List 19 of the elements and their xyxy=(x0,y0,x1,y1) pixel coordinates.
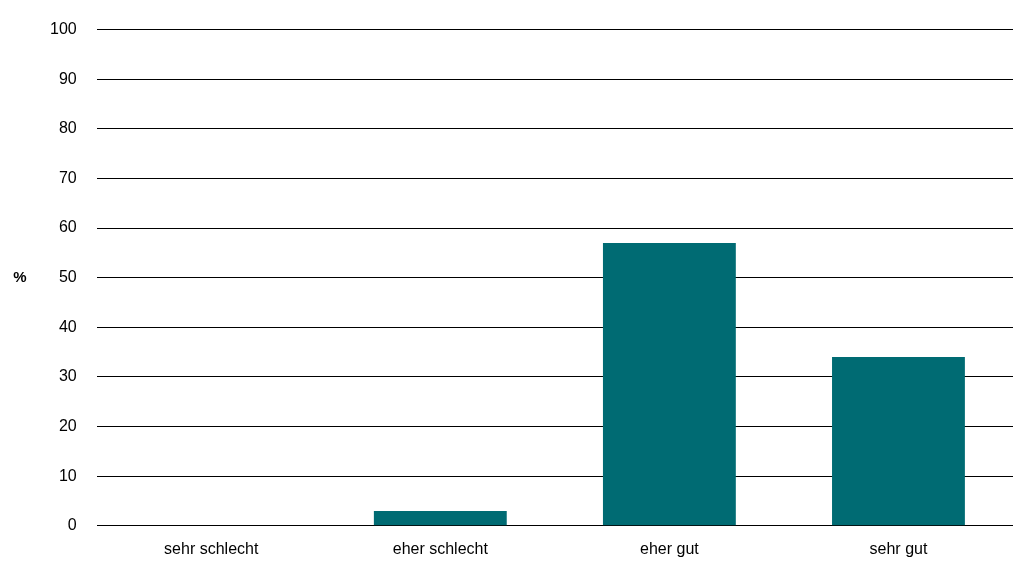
y-tick-label: 60 xyxy=(58,218,77,236)
x-tick-label: eher schlecht xyxy=(392,539,489,557)
y-tick-label: 90 xyxy=(58,69,77,87)
y-tick-label: 100 xyxy=(49,20,77,38)
y-tick-label: 50 xyxy=(58,268,77,286)
x-tick-label: sehr gut xyxy=(869,539,928,557)
y-tick-label: 10 xyxy=(58,466,77,484)
bar xyxy=(373,510,507,526)
y-tick-label: 0 xyxy=(67,516,77,534)
y-tick-label: 20 xyxy=(58,416,77,434)
y-tick-label: 40 xyxy=(58,317,77,335)
x-tick-label: eher gut xyxy=(640,539,700,557)
x-tick-label: sehr schlecht xyxy=(164,539,259,557)
y-axis-title: % xyxy=(13,267,27,285)
bar xyxy=(602,242,736,526)
y-tick-label: 30 xyxy=(58,367,77,385)
y-tick-label: 70 xyxy=(58,168,77,186)
y-tick-label: 80 xyxy=(58,119,77,137)
bar xyxy=(832,357,965,526)
